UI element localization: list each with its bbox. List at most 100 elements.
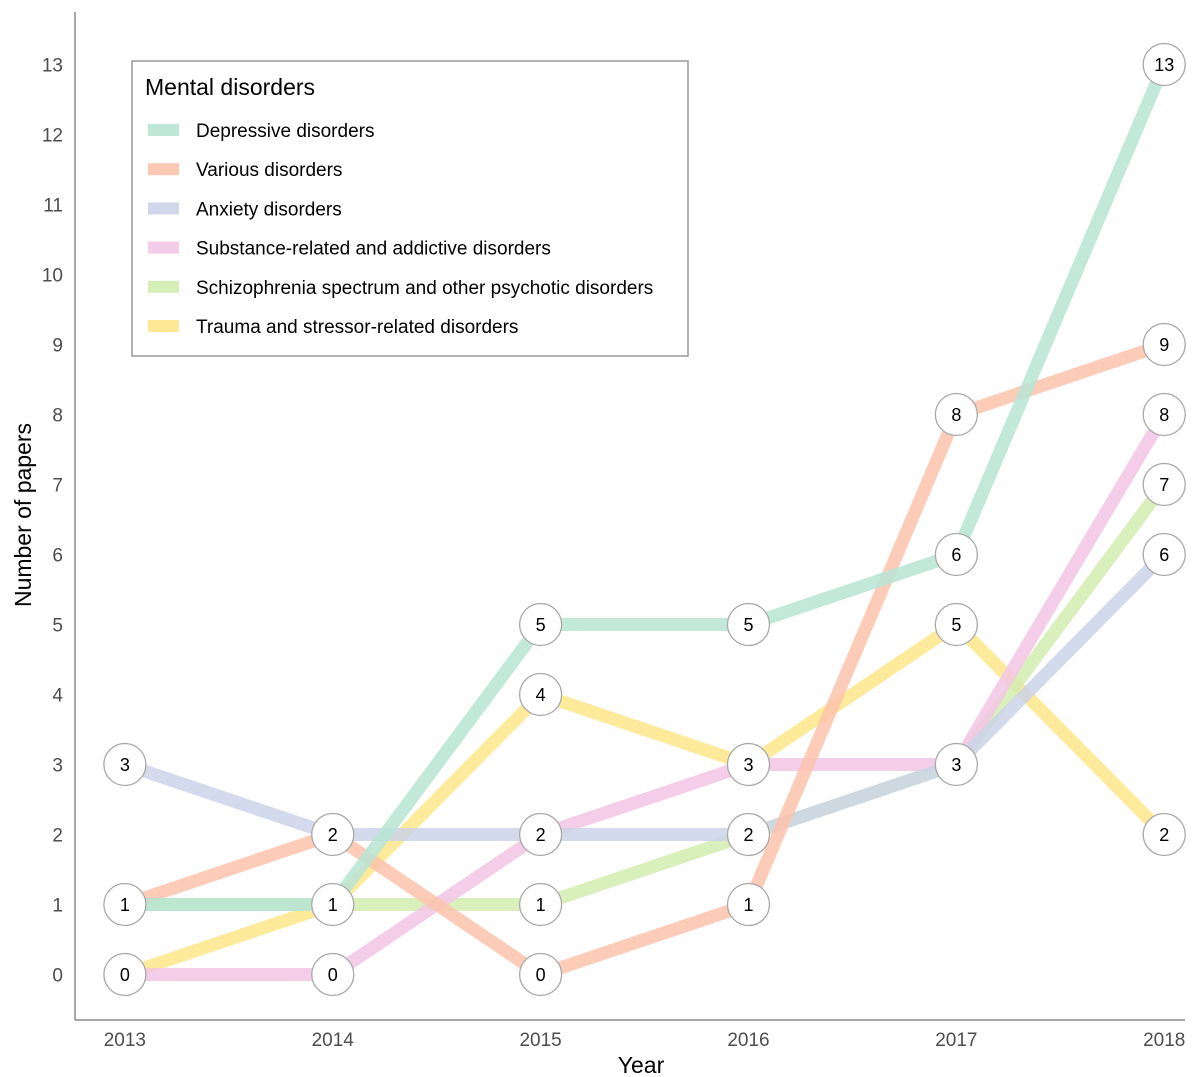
legend-swatch [148, 202, 179, 215]
data-point-marker [311, 882, 355, 927]
data-point-label: 2 [743, 825, 753, 845]
data-point-marker [1142, 322, 1186, 367]
legend-item: Trauma and stressor-related disorders [148, 317, 518, 338]
legend-label: Substance-related and addictive disorder… [196, 239, 551, 260]
x-tick-label: 2014 [312, 1030, 355, 1051]
data-point-marker [1142, 812, 1186, 857]
legend-item: Substance-related and addictive disorder… [148, 239, 551, 260]
data-point-label: 6 [1159, 545, 1169, 565]
data-point-label: 6 [951, 545, 961, 565]
data-point: 2 [518, 812, 563, 857]
y-tick-label: 12 [42, 126, 63, 147]
legend-item: Depressive disorders [148, 121, 374, 142]
data-point-marker [1142, 462, 1186, 507]
legend-items: Depressive disorders Various disorders Anx… [148, 121, 653, 338]
legend-label: Various disorders [196, 160, 342, 181]
data-point: 2 [311, 812, 355, 857]
legend-item: Schizophrenia spectrum and other psychot… [148, 278, 653, 299]
data-point-label: 4 [536, 685, 546, 705]
y-tick-label: 13 [42, 56, 63, 77]
data-point-marker [934, 392, 978, 437]
data-point-marker [726, 812, 771, 857]
data-point-label: 8 [1159, 405, 1169, 425]
data-point-label: 0 [536, 965, 546, 985]
data-point-marker [518, 882, 563, 927]
series-line [122, 618, 1169, 981]
data-point-marker [311, 812, 355, 857]
data-point-marker [1142, 392, 1186, 437]
data-point-marker [103, 952, 147, 997]
data-point-marker [518, 672, 563, 717]
data-point-label: 0 [120, 965, 130, 985]
series-line [124, 480, 1170, 911]
data-point-label: 2 [328, 825, 338, 845]
data-point-marker [1142, 532, 1186, 577]
legend-label: Schizophrenia spectrum and other psychot… [196, 278, 653, 299]
y-tick-label: 5 [52, 616, 63, 637]
data-point-label: 1 [536, 895, 546, 915]
series-line [122, 338, 1167, 981]
data-point: 0 [103, 952, 147, 997]
x-tick-label: 2017 [935, 1030, 977, 1051]
y-tick-label: 9 [52, 336, 63, 357]
data-point: 9 [1142, 322, 1186, 367]
data-point-label: 1 [743, 895, 753, 915]
data-point: 2 [726, 812, 771, 857]
data-point-marker [934, 532, 978, 577]
legend-box [131, 60, 689, 357]
data-point: 8 [1142, 392, 1186, 437]
legend-swatch [148, 241, 179, 254]
data-point-label: 0 [328, 965, 338, 985]
data-point: 1 [726, 882, 771, 927]
series-line [124, 61, 1171, 911]
y-tick-label: 3 [52, 756, 63, 777]
y-tick-label: 11 [43, 196, 63, 217]
data-point-label: 8 [951, 405, 961, 425]
data-point: 3 [726, 742, 771, 787]
data-point: 3 [103, 742, 147, 787]
data-point-label: 2 [536, 825, 546, 845]
data-point: 6 [1142, 532, 1186, 577]
legend-label: Trauma and stressor-related disorders [196, 317, 518, 338]
data-point: 1 [518, 882, 563, 927]
x-tick-labels: 2013 2014 2015 2016 2017 2018 [104, 1030, 1186, 1051]
data-point-marker [934, 602, 978, 647]
data-point-label: 5 [536, 615, 546, 635]
legend-item: Anxiety disorders [148, 199, 342, 220]
data-point: 0 [311, 952, 355, 997]
data-point-marker [518, 812, 563, 857]
axes [74, 12, 1185, 1021]
data-point: 5 [726, 602, 771, 647]
data-point-label: 13 [1154, 55, 1174, 75]
x-tick-label: 2018 [1143, 1030, 1185, 1051]
legend-title: Mental disorders [145, 74, 315, 100]
data-point-marker [726, 602, 771, 647]
data-point-label: 7 [1159, 475, 1169, 495]
data-point-marker [1142, 42, 1186, 87]
data-point-marker [518, 602, 563, 647]
data-point: 5 [518, 602, 563, 647]
series-lines [122, 61, 1171, 981]
data-point-label: 2 [1159, 825, 1169, 845]
legend-swatch [148, 163, 179, 176]
y-tick-label: 7 [52, 476, 63, 497]
data-point: 5 [934, 602, 978, 647]
y-tick-label: 2 [52, 826, 63, 847]
x-tick-label: 2013 [104, 1030, 146, 1051]
data-point-label: 1 [120, 895, 130, 915]
data-point-label: 3 [951, 755, 961, 775]
series-line [122, 549, 1169, 841]
data-point: 2 [1142, 812, 1186, 857]
data-point-label: 3 [120, 755, 130, 775]
legend-item: Various disorders [148, 160, 342, 181]
data-point: 6 [934, 532, 978, 577]
y-tick-label: 6 [52, 546, 63, 567]
data-point: 4 [518, 672, 563, 717]
y-tick-label: 0 [52, 966, 63, 987]
y-tick-label: 4 [52, 686, 63, 707]
data-point-marker [103, 882, 147, 927]
data-point-marker [934, 742, 978, 787]
